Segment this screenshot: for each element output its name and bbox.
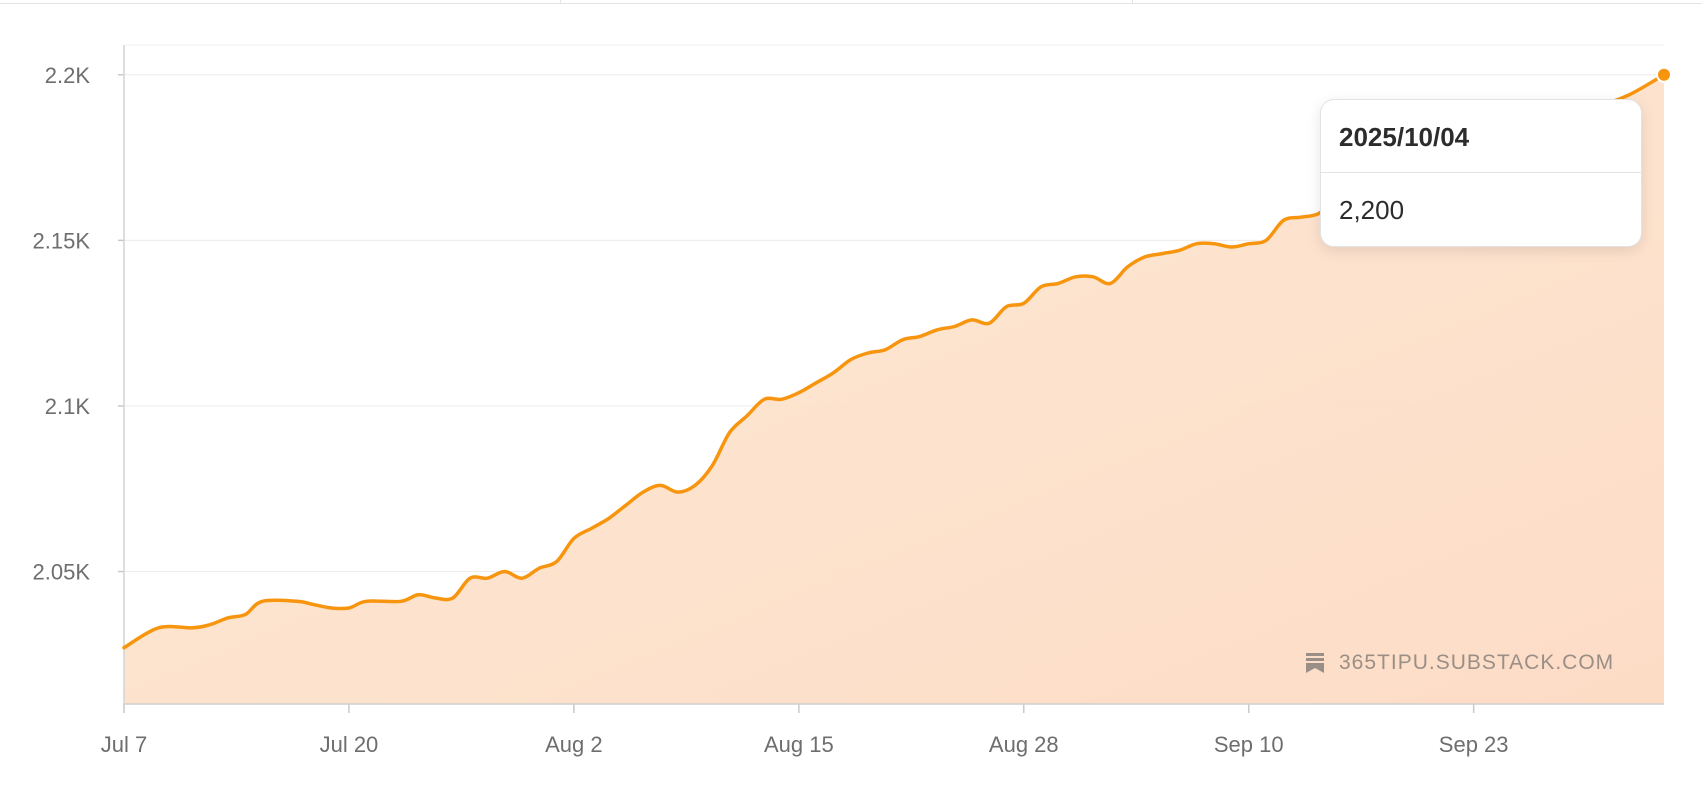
y-tick-label: 2.15K <box>33 228 91 253</box>
tooltip-date: 2025/10/04 <box>1339 122 1470 152</box>
x-tick-label: Jul 20 <box>320 732 379 757</box>
top-border-divider <box>560 0 561 3</box>
top-border <box>0 0 1702 4</box>
series-line-layer <box>122 66 1672 650</box>
x-tick-label: Aug 28 <box>989 732 1059 757</box>
series-area-fill <box>124 74 1664 705</box>
tooltip-value: 2,200 <box>1339 195 1405 225</box>
series-line <box>122 73 1666 650</box>
x-tick-label: Aug 15 <box>764 732 834 757</box>
x-tick-label: Sep 10 <box>1214 732 1284 757</box>
hover-point-marker[interactable] <box>1656 66 1672 83</box>
watermark-text: 365TIPU.SUBSTACK.COM <box>1339 651 1615 674</box>
x-tick-label: Aug 2 <box>545 732 603 757</box>
bookmark-icon <box>1306 653 1324 673</box>
area-fill-layer <box>124 74 1664 705</box>
y-tick-label: 2.2K <box>45 63 91 88</box>
top-border-divider <box>1132 0 1133 3</box>
y-tick-label: 2.05K <box>33 560 91 585</box>
tooltip-divider <box>1321 172 1641 173</box>
x-tick-label: Sep 23 <box>1439 732 1509 757</box>
axes <box>118 45 1664 713</box>
x-axis-labels: Jul 7 Jul 20 Aug 2 Aug 15 Aug 28 Sep 10 Sep 23 <box>101 732 1509 757</box>
x-tick-label: Jul 7 <box>101 732 147 757</box>
y-tick-label: 2.1K <box>45 394 91 419</box>
hover-tooltip: 2025/10/04 2,200 <box>1320 99 1642 247</box>
watermark[interactable]: 365TIPU.SUBSTACK.COM <box>1305 651 1614 675</box>
y-axis-labels: 2.05K 2.1K 2.15K 2.2K <box>33 63 91 585</box>
